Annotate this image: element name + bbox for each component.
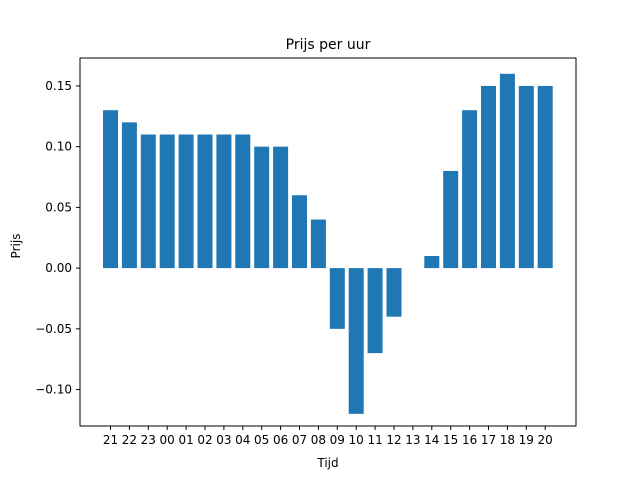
bars-group (103, 73, 553, 414)
bar-20 (537, 85, 553, 269)
x-tick-label: 15 (443, 433, 458, 447)
x-tick-label: 00 (160, 433, 175, 447)
bar-05 (254, 146, 270, 269)
x-tick-label: 13 (405, 433, 420, 447)
bar-23 (140, 134, 156, 269)
y-tick-label: 0.05 (45, 200, 72, 214)
x-tick-label: 16 (462, 433, 477, 447)
x-tick-label: 12 (386, 433, 401, 447)
bar-00 (159, 134, 175, 269)
y-tick-label: 0.15 (45, 79, 72, 93)
bar-08 (310, 219, 326, 269)
bar-21 (103, 110, 118, 269)
chart-title: Prijs per uur (286, 37, 371, 53)
x-tick-label: 18 (500, 433, 515, 447)
bar-12 (386, 268, 402, 317)
bar-15 (443, 170, 459, 269)
y-tick-label: −0.10 (35, 383, 72, 397)
x-tick-label: 21 (103, 433, 118, 447)
y-tick-label: 0.00 (45, 261, 72, 275)
bar-03 (216, 134, 232, 269)
bar-19 (518, 85, 534, 269)
x-tick-label: 14 (424, 433, 439, 447)
x-tick-label: 08 (311, 433, 326, 447)
x-tick-label: 19 (519, 433, 534, 447)
bar-10 (348, 268, 364, 414)
x-tick-label: 22 (122, 433, 137, 447)
x-tick-label: 20 (538, 433, 553, 447)
x-tick-label: 23 (141, 433, 156, 447)
plot-frame (79, 57, 577, 427)
x-tick-label: 01 (178, 433, 193, 447)
x-ticks-group: 21 22 23 00 01 02 03 04 05 06 07 08 09 10 11 12 13 14 15 16… (103, 426, 553, 447)
bar-22 (121, 122, 137, 269)
bar-01 (178, 134, 194, 269)
x-tick-label: 05 (254, 433, 269, 447)
bar-06 (273, 146, 289, 269)
x-tick-label: 11 (367, 433, 382, 447)
y-axis-label: Prijs (9, 234, 23, 259)
x-tick-label: 04 (235, 433, 250, 447)
bar-09 (329, 268, 345, 329)
bar-04 (235, 134, 251, 269)
x-tick-label: 06 (273, 433, 288, 447)
y-tick-label: 0.10 (45, 140, 72, 154)
bar-07 (292, 195, 307, 269)
y-ticks-group: −0.10 −0.05 0.00 0.05 0.10 0.15 (35, 79, 80, 397)
bar-18 (499, 73, 515, 269)
x-tick-label: 10 (349, 433, 364, 447)
bar-17 (481, 85, 496, 269)
x-tick-label: 03 (216, 433, 231, 447)
bar-11 (367, 268, 383, 354)
x-tick-label: 09 (330, 433, 345, 447)
x-tick-label: 02 (197, 433, 212, 447)
y-tick-label: −0.05 (35, 322, 72, 336)
x-tick-label: 07 (292, 433, 307, 447)
bar-14 (424, 255, 440, 269)
x-axis-label: Tijd (316, 456, 338, 470)
x-tick-label: 17 (481, 433, 496, 447)
bar-16 (462, 110, 478, 269)
bar-02 (197, 134, 213, 269)
